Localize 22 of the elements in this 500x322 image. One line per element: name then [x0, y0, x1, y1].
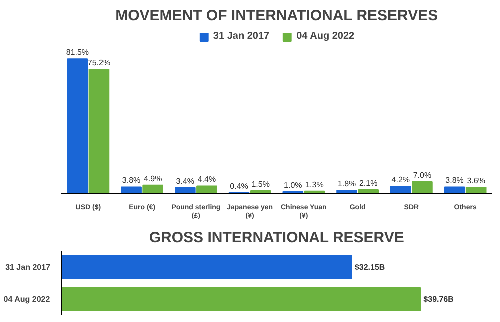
data-label: $32.15B [354, 263, 386, 272]
data-label: 1.3% [306, 180, 324, 190]
data-label: 1.8% [338, 180, 356, 189]
data-label: 2.1% [359, 179, 378, 188]
data-label: 0.4% [230, 182, 248, 191]
data-label: 81.5% [66, 48, 90, 58]
data-label: $39.76B [424, 295, 454, 304]
data-label: 7.0% [413, 170, 432, 180]
data-label: 3.4% [176, 176, 195, 186]
legend-label: 04 Aug 2022 [296, 31, 355, 42]
legend-label: 31 Jan 2017 [213, 31, 270, 42]
data-label: 3.6% [467, 176, 486, 186]
data-label: 1.5% [252, 180, 270, 190]
data-label: 4.4% [198, 175, 216, 184]
data-label: 3.8% [446, 176, 464, 186]
data-label: 3.8% [122, 176, 141, 186]
data-label: 4.9% [144, 174, 162, 184]
data-label: 4.2% [392, 176, 410, 185]
chart-title: GROSS INTERNATIONAL RESERVE [149, 230, 404, 246]
chart-title: MOVEMENT OF INTERNATIONAL RESERVES [116, 8, 438, 24]
data-label: 75.2% [88, 58, 111, 68]
data-label: 1.0% [284, 180, 302, 190]
